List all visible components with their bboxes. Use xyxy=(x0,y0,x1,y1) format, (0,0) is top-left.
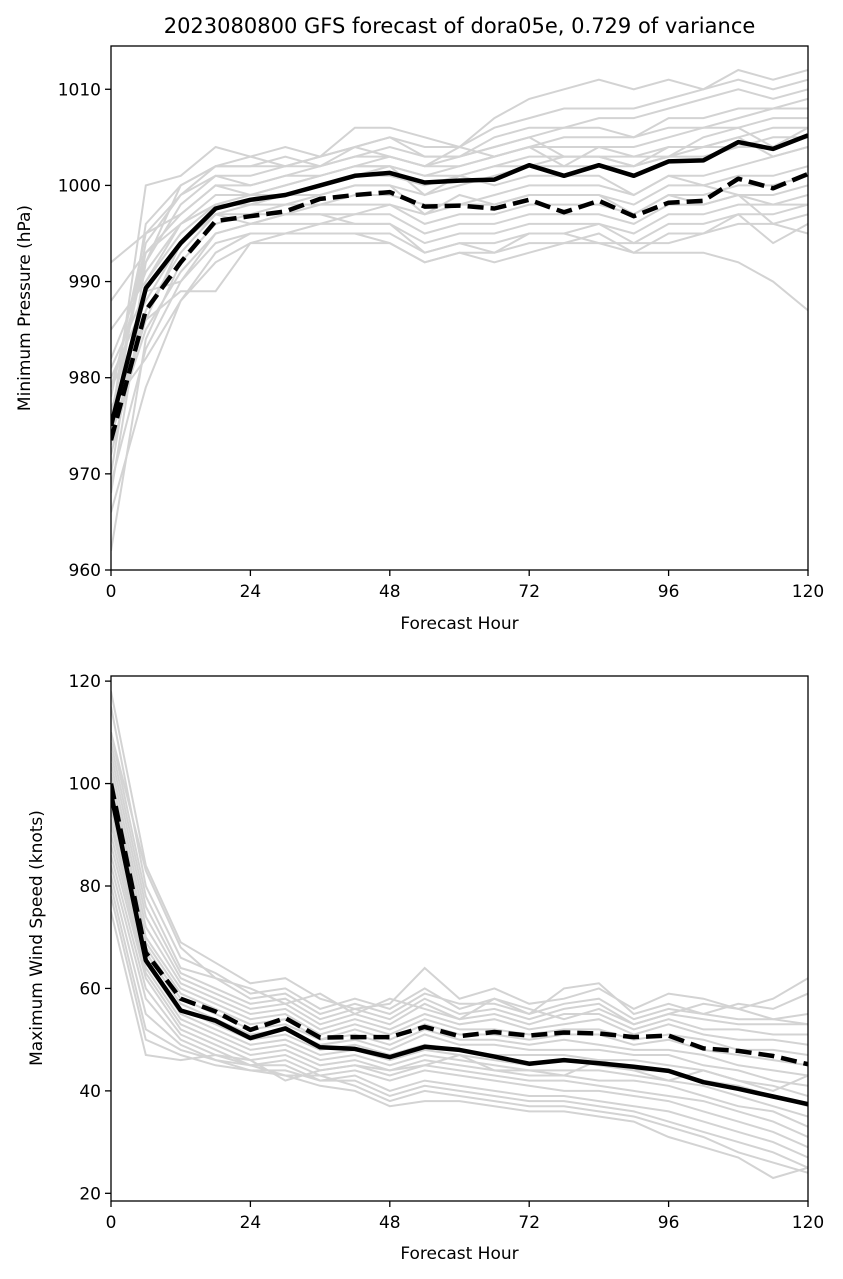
wind-x-axis-label: Forecast Hour xyxy=(400,1244,518,1264)
chart-title: 2023080800 GFS forecast of dora05e, 0.72… xyxy=(164,14,756,38)
pressure-y-tick-label: 970 xyxy=(69,465,101,485)
pressure-x-tick-label: 0 xyxy=(106,582,117,602)
wind-y-tick-label: 120 xyxy=(69,672,101,692)
wind-solid-mean-line xyxy=(111,793,808,1107)
wind-y-tick-label: 60 xyxy=(79,979,101,999)
wind-ensemble-member-2 xyxy=(111,706,808,1016)
pressure-ensemble-member-19 xyxy=(111,165,808,264)
pressure-solid-mean-line xyxy=(111,133,808,427)
pressure-x-ticks: 0 24 48 72 96 120 xyxy=(106,570,824,602)
wind-ensemble-member-3 xyxy=(111,732,808,1021)
wind-ensemble-member-21 xyxy=(111,911,808,1092)
pressure-plot-frame xyxy=(110,45,809,571)
pressure-x-axis-label: Forecast Hour xyxy=(400,614,518,634)
wind-ensemble-member-20 xyxy=(111,895,808,1180)
wind-ensemble-member-22 xyxy=(111,732,808,1026)
pressure-ensemble-member-8 xyxy=(111,136,808,379)
pressure-ensemble-member-14 xyxy=(111,194,808,484)
pressure-ensemble-member-17 xyxy=(111,213,808,369)
wind-mean-lines xyxy=(111,783,808,1107)
wind-x-ticks: 0 24 48 72 96 120 xyxy=(106,1201,824,1233)
wind-x-tick-label: 96 xyxy=(658,1213,680,1233)
wind-ensemble-member-14 xyxy=(111,834,808,1128)
pressure-mean-lines xyxy=(111,133,808,441)
pressure-x-tick-label: 24 xyxy=(240,582,262,602)
pressure-ensemble-member-22 xyxy=(111,136,808,388)
wind-plot-frame xyxy=(110,675,809,1202)
wind-ensemble-member-17 xyxy=(111,865,808,1159)
wind-y-tick-label: 40 xyxy=(79,1082,101,1102)
pressure-y-axis-label: Minimum Pressure (hPa) xyxy=(15,205,35,411)
wind-dashed-mean-line xyxy=(111,783,808,1067)
pressure-x-tick-label: 48 xyxy=(379,582,401,602)
wind-ensemble-member-18 xyxy=(111,875,808,1169)
wind-ensemble-member-15 xyxy=(111,844,808,1138)
wind-x-tick-label: 0 xyxy=(106,1213,117,1233)
pressure-ensemble-member-21 xyxy=(111,126,808,417)
wind-y-axis-label: Maximum Wind Speed (knots) xyxy=(27,810,47,1066)
wind-x-tick-label: 72 xyxy=(518,1213,540,1233)
wind-x-tick-label: 24 xyxy=(240,1213,262,1233)
wind-ensemble-member-1 xyxy=(111,691,808,1011)
pressure-x-tick-label: 120 xyxy=(792,582,824,602)
pressure-y-tick-label: 1000 xyxy=(58,176,101,196)
pressure-ensemble-member-6 xyxy=(111,117,808,359)
wind-ensemble-member-19 xyxy=(111,885,808,1174)
wind-y-tick-label: 20 xyxy=(79,1184,101,1204)
wind-panel: 0 24 48 72 96 120 20 40 60 80 100 120 Forecast Hou… xyxy=(27,672,824,1264)
pressure-panel: 0 24 48 72 96 120 960 970 980 990 1000 1010 Foreca… xyxy=(15,45,824,634)
wind-ensemble-member-13 xyxy=(111,824,808,1118)
wind-y-tick-label: 100 xyxy=(69,775,101,795)
pressure-y-ticks: 960 970 980 990 1000 1010 xyxy=(58,80,111,581)
wind-x-tick-label: 48 xyxy=(379,1213,401,1233)
wind-x-tick-label: 120 xyxy=(792,1213,824,1233)
pressure-y-tick-label: 1010 xyxy=(58,80,101,100)
wind-ensemble-member-4 xyxy=(111,742,808,1026)
wind-y-ticks: 20 40 60 80 100 120 xyxy=(69,672,111,1204)
wind-ensemble-member-16 xyxy=(111,855,808,1149)
pressure-y-tick-label: 980 xyxy=(69,369,101,389)
pressure-x-tick-label: 96 xyxy=(658,582,680,602)
pressure-x-tick-label: 72 xyxy=(518,582,540,602)
pressure-y-tick-label: 990 xyxy=(69,273,101,293)
wind-ensemble-member-7 xyxy=(111,773,808,1056)
pressure-dashed-mean-line xyxy=(111,171,808,441)
wind-ensemble-member-6 xyxy=(111,762,808,1046)
wind-y-tick-label: 80 xyxy=(79,877,101,897)
pressure-ensemble-member-18 xyxy=(111,232,808,436)
pressure-y-tick-label: 960 xyxy=(69,561,101,581)
